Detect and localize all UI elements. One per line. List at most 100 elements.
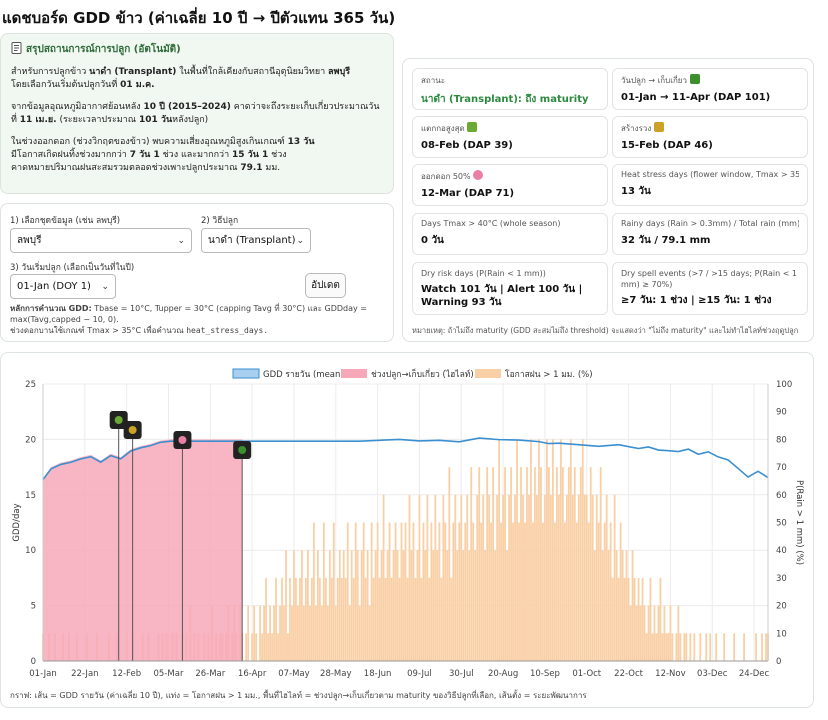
x-tick-label: 26-Mar	[195, 669, 225, 679]
metric-rainy-days: Rainy days (Rain > 0.3mm) / Total rain (…	[612, 213, 808, 255]
rain-prob-bar	[326, 605, 329, 661]
rain-prob-bar	[581, 439, 584, 661]
rain-prob-bar	[362, 522, 365, 661]
rain-prob-bar	[575, 522, 578, 661]
rain-prob-bar	[412, 522, 415, 661]
rain-prob-bar	[312, 522, 315, 661]
rain-prob-bar	[508, 494, 510, 661]
rain-prob-bar	[482, 494, 485, 661]
rain-prob-bar	[699, 633, 702, 661]
rain-prob-bar	[440, 577, 443, 661]
rain-prob-bar	[442, 494, 445, 661]
rain-prob-bar	[456, 550, 459, 661]
start-day-select[interactable]: 01-Jan (DOY 1) ⌄	[10, 274, 116, 299]
rain-prob-bar	[251, 633, 254, 661]
rain-prob-bar	[314, 605, 317, 661]
start-day-select-value: 01-Jan (DOY 1)	[17, 281, 91, 292]
rain-prob-bar	[667, 633, 670, 661]
rain-prob-bar	[414, 577, 417, 661]
rain-prob-bar	[723, 633, 726, 661]
rain-prob-bar	[450, 577, 453, 661]
rain-prob-bar	[577, 494, 580, 661]
rain-prob-bar	[462, 550, 465, 661]
rain-prob-bar	[271, 633, 273, 661]
chevron-down-icon: ⌄	[296, 235, 304, 246]
rain-prob-bar	[548, 467, 550, 661]
y-tick-label-left: 15	[25, 491, 36, 501]
rain-prob-bar	[561, 467, 564, 661]
rain-prob-bar	[619, 522, 622, 661]
rain-prob-bar	[368, 605, 371, 661]
rain-prob-bar	[263, 605, 265, 661]
rain-prob-bar	[492, 467, 495, 661]
rain-prob-bar	[291, 605, 293, 661]
rain-prob-bar	[647, 605, 650, 661]
legend-label-season: ช่วงปลูก→เก็บเกี่ยว (ไฮไลท์)	[371, 368, 474, 380]
rain-prob-bar	[617, 577, 620, 661]
rain-prob-bar	[765, 633, 767, 661]
x-tick-label: 28-May	[320, 669, 351, 679]
x-tick-label: 01-Jan	[29, 669, 56, 679]
rain-prob-bar	[643, 605, 646, 661]
rain-prob-bar	[488, 494, 491, 661]
rain-prob-bar	[275, 577, 277, 661]
rain-prob-bar	[428, 577, 431, 661]
rain-prob-bar	[693, 633, 696, 661]
metrics-panel: สถานะ นาดำ (Transplant): ถึง maturity วั…	[402, 58, 814, 342]
metric-panicle-initiation: สร้างรวง 15-Feb (DAP 46)	[612, 116, 808, 158]
rain-prob-bar	[422, 522, 425, 661]
method-select[interactable]: นาดำ (Transplant) ⌄	[201, 228, 311, 253]
y-tick-label-right: 10	[776, 629, 787, 639]
summary-paragraph-3: ในช่วงออกดอก (ช่วงวิกฤตของข้าว) พบความเส…	[11, 137, 315, 173]
rain-prob-bar	[645, 633, 648, 661]
update-button[interactable]: อัปเดต	[305, 273, 346, 298]
chart-panel: GDD รายวัน (mean) ช่วงปลูก→เก็บเกี่ยว (ไ…	[0, 352, 814, 708]
rain-prob-bar	[675, 633, 678, 661]
rain-prob-bar	[426, 494, 429, 661]
rain-prob-bar	[593, 550, 596, 661]
rain-prob-bar	[516, 439, 518, 661]
y-tick-label-right: 40	[776, 546, 787, 556]
rain-prob-bar	[378, 577, 381, 661]
rain-prob-bar	[372, 577, 375, 661]
harvest-icon	[238, 446, 247, 454]
station-select[interactable]: ลพบุรี ⌄	[10, 228, 192, 253]
rain-prob-bar	[573, 467, 576, 661]
rain-prob-bar	[261, 633, 263, 661]
rain-prob-bar	[557, 494, 560, 661]
rain-prob-bar	[265, 577, 267, 661]
rain-prob-bar	[663, 605, 666, 661]
rain-prob-bar	[484, 550, 487, 661]
stage-markers	[109, 411, 252, 661]
rain-prob-bar	[402, 550, 405, 661]
rain-prob-bar	[360, 550, 363, 661]
method-label: 2) วิธีปลูก	[201, 216, 239, 226]
tiller-icon	[114, 416, 123, 424]
legend-label-rain: โอกาสฝน > 1 มม. (%)	[505, 369, 593, 380]
metric-tmax-40: Days Tmax > 40°C (whole season) 0 วัน	[412, 213, 608, 255]
summary-panel: สรุปสถานการณ์การปลูก (อัตโนมัติ) สำหรับก…	[0, 33, 394, 194]
rain-prob-bar	[466, 494, 469, 661]
rain-prob-bar	[330, 577, 333, 661]
rain-prob-bar	[599, 467, 602, 661]
rain-prob-bar	[299, 577, 301, 661]
rain-prob-bar	[571, 494, 574, 661]
x-tick-label: 20-Aug	[488, 669, 518, 679]
metric-dry-spell: Dry spell events (>7 / >15 days; P(Rain …	[612, 262, 808, 315]
rain-prob-bar	[253, 605, 256, 661]
y-tick-label-right: 100	[776, 380, 792, 390]
rain-prob-bar	[424, 550, 427, 661]
rain-prob-bar	[567, 467, 570, 661]
x-tick-label: 03-Dec	[697, 669, 728, 679]
x-tick-label: 01-Oct	[572, 669, 601, 679]
rain-prob-bar	[633, 577, 636, 661]
rain-prob-bar	[328, 550, 331, 661]
rain-prob-bar	[452, 522, 455, 661]
rain-prob-bar	[269, 605, 271, 661]
flower-icon	[473, 170, 484, 180]
summary-paragraph-1: สำหรับการปลูกข้าว นาดำ (Transplant) ในพื…	[11, 67, 351, 90]
rain-prob-bar	[544, 494, 546, 661]
rain-prob-bar	[472, 522, 475, 661]
rain-prob-bar	[538, 439, 540, 661]
rain-prob-bar	[342, 550, 345, 661]
